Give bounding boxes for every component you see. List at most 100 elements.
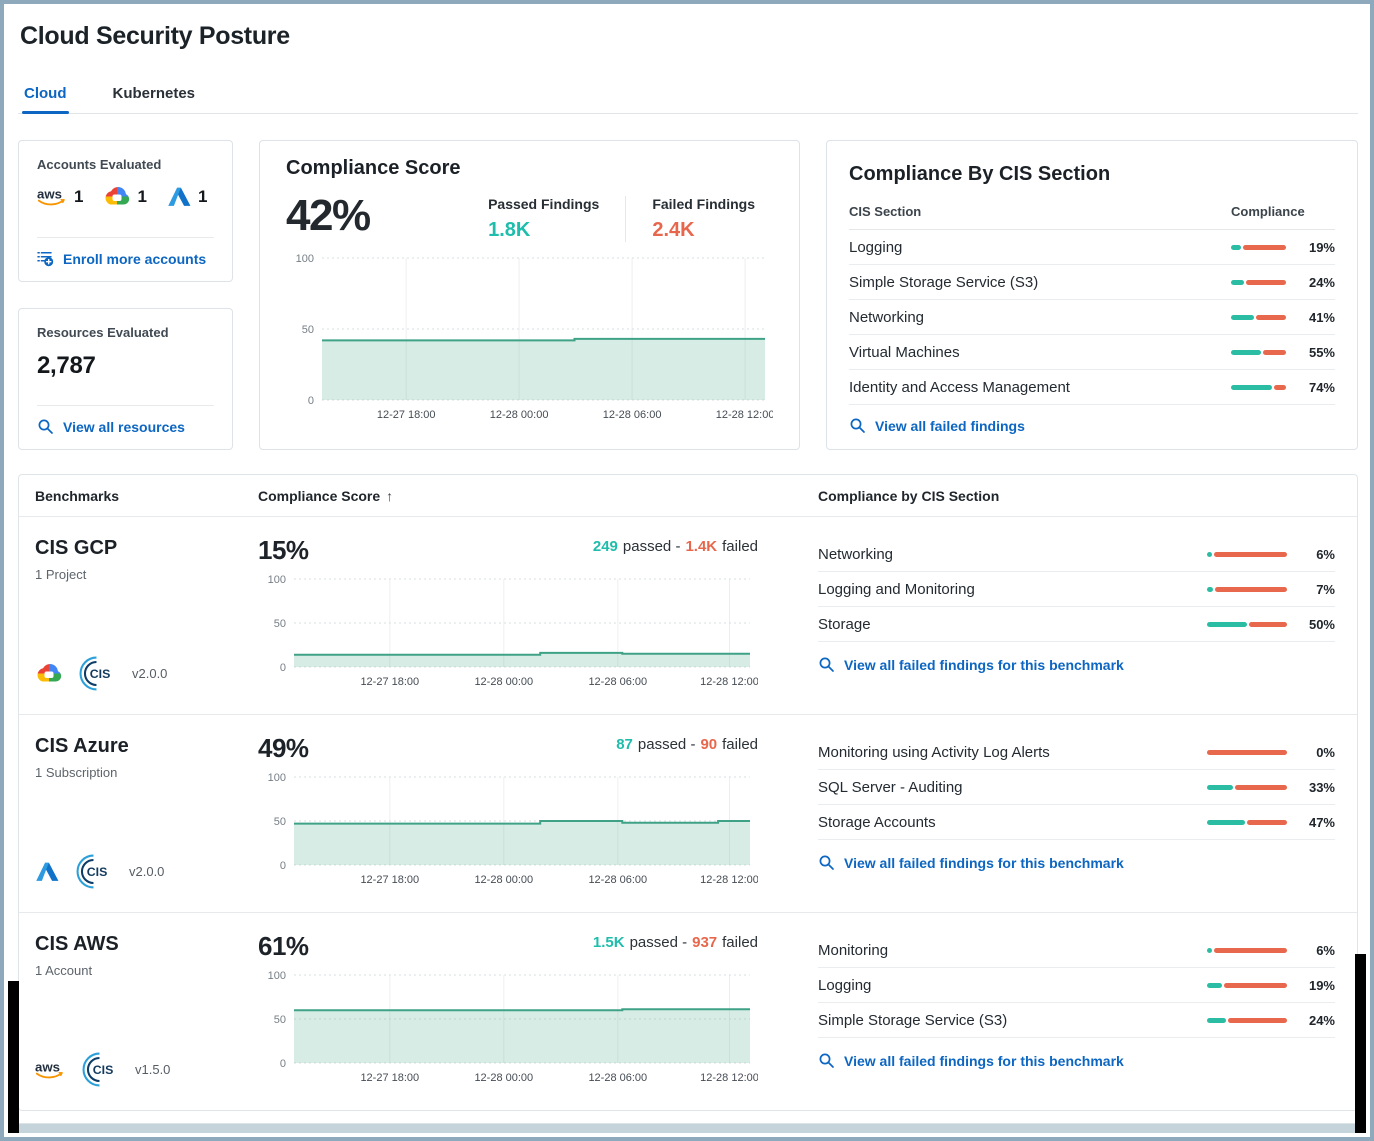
compliance-bar [1207, 982, 1287, 988]
svg-text:12-28 00:00: 12-28 00:00 [490, 409, 549, 421]
benchmark-score: 61% [258, 931, 309, 961]
azure-icon [167, 186, 192, 207]
aws-count-value: 1 [74, 186, 84, 206]
benchmark-version: v1.5.0 [135, 1062, 171, 1077]
search-icon [849, 417, 866, 434]
view-failed-findings-benchmark-link[interactable]: View all failed findings for this benchm… [818, 642, 1335, 673]
view-all-failed-findings-link[interactable]: View all failed findings [849, 405, 1335, 434]
compliance-bar [1231, 349, 1286, 355]
aws-icon: aws [35, 1059, 66, 1080]
compliance-bar [1207, 784, 1287, 790]
benchmark-version: v2.0.0 [129, 864, 165, 879]
benchmark-scope: 1 Subscription [35, 765, 118, 780]
cis-azure-score-chart: 0 50 100 12-27 18:00 12-28 00:00 12-28 06:00 1… [258, 771, 758, 889]
view-all-resources-link[interactable]: View all resources [37, 406, 214, 435]
svg-text:12-28 06:00: 12-28 06:00 [588, 676, 647, 688]
svg-text:12-28 06:00: 12-28 06:00 [588, 874, 647, 886]
cis-section-name: Simple Storage Service (S3) [849, 273, 1039, 291]
cis-section-name: Virtual Machines [849, 343, 960, 361]
card-divider [37, 405, 214, 406]
compliance-pct: 19% [1308, 239, 1335, 255]
resources-evaluated-title: Resources Evaluated [37, 325, 169, 340]
benchmark-row-cis-aws: CIS AWS 1 Account aws CIS v1.5.0 61% 1.5… [19, 912, 1357, 1110]
view-failed-findings-benchmark-link[interactable]: View all failed findings for this benchm… [818, 1038, 1335, 1069]
accounts-evaluated-title: Accounts Evaluated [37, 157, 162, 172]
svg-text:12-27 18:00: 12-27 18:00 [377, 409, 436, 421]
svg-text:0: 0 [308, 395, 314, 407]
failed-findings-label: Failed Findings [652, 196, 755, 212]
view-failed-findings-benchmark-link[interactable]: View all failed findings for this benchm… [818, 840, 1335, 871]
cis-section-card-title: Compliance By CIS Section [849, 163, 1111, 185]
passed-findings: Passed Findings 1.8K [488, 196, 625, 242]
resources-evaluated-card: Resources Evaluated 2,787 View all resou… [18, 308, 233, 450]
svg-text:12-28 00:00: 12-28 00:00 [474, 874, 533, 886]
cis-section-name: Networking [849, 308, 925, 326]
compliance-bar [1207, 586, 1287, 592]
svg-text:50: 50 [302, 324, 314, 336]
svg-text:12-28 12:00: 12-28 12:00 [700, 1072, 758, 1084]
cis-section-name: Identity and Access Management [849, 378, 1070, 396]
gcp-account-count: 1 [103, 185, 147, 208]
svg-text:0: 0 [280, 1058, 286, 1070]
benchmark-scope: 1 Account [35, 963, 93, 978]
gcp-icon [35, 662, 63, 685]
compliance-bar [1231, 244, 1286, 250]
benchmark-score: 49% [258, 733, 309, 763]
enroll-more-accounts-link[interactable]: Enroll more accounts [37, 238, 214, 267]
cis-section-row: Networking 41% [849, 300, 1335, 335]
resources-link-label: View all resources [63, 418, 185, 435]
card-divider [37, 237, 214, 238]
tab-kubernetes[interactable]: Kubernetes [112, 85, 196, 102]
failed-findings-link-label: View all failed findings [875, 417, 1025, 434]
cis-logo-icon: CIS [76, 853, 113, 890]
tab-cloud[interactable]: Cloud [22, 79, 69, 114]
benchmark-scope: 1 Project [35, 567, 87, 582]
cis-section-column-header: CIS Section [849, 204, 922, 219]
benchmarks-column-header: Benchmarks [35, 488, 120, 504]
enroll-accounts-icon [37, 250, 54, 267]
svg-text:100: 100 [268, 970, 286, 982]
cis-section-name: Logging [849, 238, 903, 256]
gcp-icon [103, 185, 131, 208]
cis-logo-icon: CIS [82, 1051, 119, 1088]
passed-findings-value: 1.8K [488, 219, 531, 241]
compliance-bar [1207, 947, 1287, 953]
compliance-by-cis-section-card: Compliance By CIS Section CIS Section Co… [826, 140, 1358, 450]
summary-side-column: Accounts Evaluated aws 1 1 1 [18, 140, 233, 450]
cis-aws-score-chart: 0 50 100 12-27 18:00 12-28 00:00 12-28 06:00 1… [258, 969, 758, 1087]
benchmark-score: 15% [258, 535, 309, 565]
failed-findings: Failed Findings 2.4K [625, 196, 755, 242]
compliance-column-header: Compliance [1231, 204, 1305, 219]
cis-section-row: Simple Storage Service (S3) 24% [849, 265, 1335, 300]
cis-section-row: Simple Storage Service (S3) 24% [818, 1003, 1335, 1038]
findings-summary: Passed Findings 1.8K Failed Findings 2.4… [488, 196, 755, 242]
compliance-bar [1207, 749, 1287, 755]
compliance-bar [1231, 279, 1286, 285]
passed-failed-summary: 87 passed - 90 failed [616, 736, 758, 753]
compliance-by-cis-section-column-header: Compliance by CIS Section [818, 488, 1000, 504]
sort-ascending-icon: ↑ [386, 488, 394, 504]
svg-text:12-27 18:00: 12-27 18:00 [360, 874, 419, 886]
cis-gcp-score-chart: 0 50 100 12-27 18:00 12-28 00:00 12-28 06:00 1… [258, 573, 758, 691]
compliance-score-column-header[interactable]: Compliance Score ↑ [258, 488, 394, 504]
benchmarks-table-header: Benchmarks Compliance Score ↑ Compliance … [19, 475, 1357, 516]
cis-table-header: CIS Section Compliance [849, 204, 1335, 230]
accounts-evaluated-card: Accounts Evaluated aws 1 1 1 [18, 140, 233, 282]
svg-text:12-27 18:00: 12-27 18:00 [360, 1072, 419, 1084]
cis-section-row: Logging 19% [818, 968, 1335, 1003]
compliance-score-chart: 0 50 100 12-27 18:00 12-28 00:00 12-28 06:00 1… [286, 252, 773, 424]
benchmarks-table: Benchmarks Compliance Score ↑ Compliance … [18, 474, 1358, 1111]
overall-compliance-score: 42% [286, 191, 371, 240]
compliance-pct: 55% [1308, 344, 1335, 360]
svg-text:12-28 00:00: 12-28 00:00 [474, 1072, 533, 1084]
screen-artifact-right [1355, 954, 1366, 1133]
cis-section-row: Logging and Monitoring 7% [818, 572, 1335, 607]
score-summary-row: 42% Passed Findings 1.8K Failed Findings… [286, 194, 773, 242]
svg-text:50: 50 [274, 816, 286, 828]
compliance-bar [1231, 384, 1286, 390]
azure-icon [35, 861, 60, 882]
cis-section-row: Logging 19% [849, 230, 1335, 265]
search-icon [818, 1052, 835, 1069]
benchmark-name: CIS Azure [35, 735, 129, 757]
